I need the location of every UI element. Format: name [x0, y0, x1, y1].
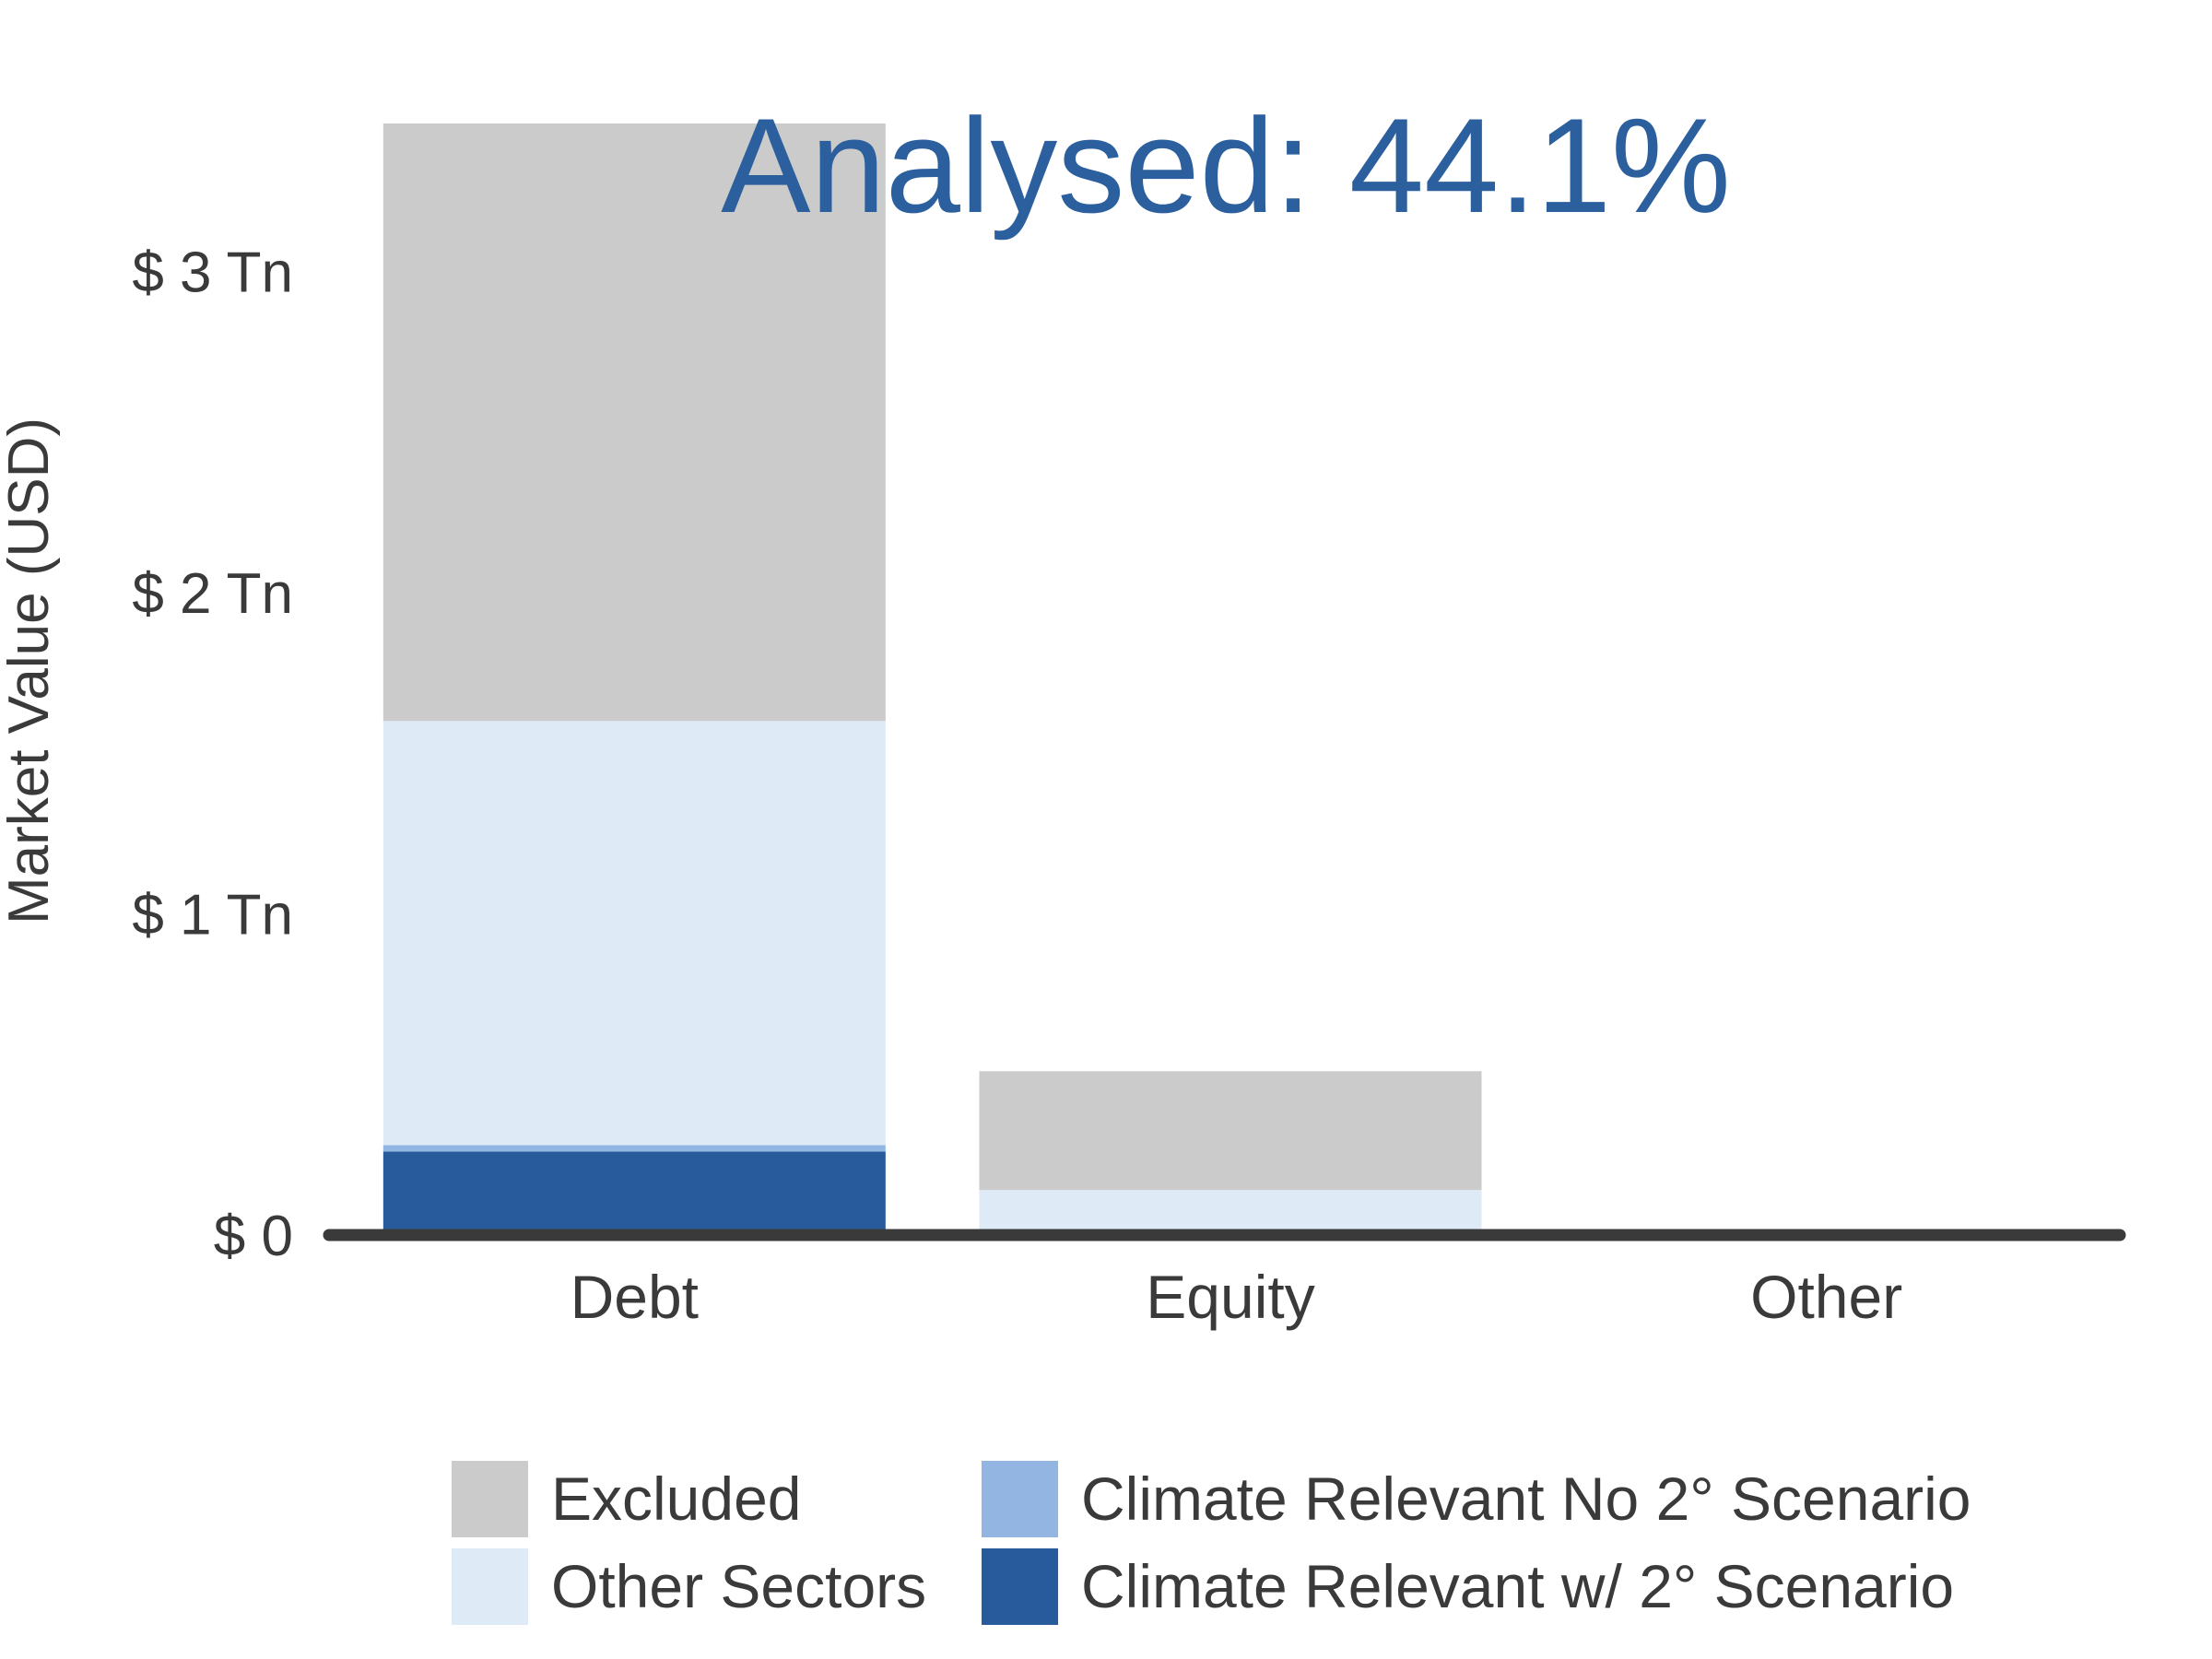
legend-label: Other Sectors: [551, 1552, 926, 1620]
bars-group: [382, 123, 1482, 1235]
y-tick-label: $ 2 Tn: [132, 562, 293, 626]
legend-swatch: [452, 1461, 528, 1537]
x-ticks-group: Debt Equity Other: [571, 1263, 1903, 1331]
legend-swatch: [452, 1548, 528, 1625]
legend-swatch: [982, 1461, 1058, 1537]
x-tick-label: Equity: [1146, 1263, 1314, 1331]
bar-debt-series-2: [382, 721, 886, 1146]
x-tick-label: Other: [1750, 1263, 1902, 1331]
legend-label: Climate Relevant No 2° Scenario: [1081, 1465, 1971, 1533]
legend-swatch: [982, 1548, 1058, 1625]
y-axis-label: Market Value (USD): [0, 418, 61, 924]
bar-equity-series-3: [979, 1071, 1482, 1191]
y-ticks-group: $ 0 $ 1 Tn $ 2 Tn $ 3 Tn: [132, 241, 293, 1268]
y-tick-label: $ 3 Tn: [132, 241, 293, 304]
bar-debt-series-0: [382, 1151, 886, 1235]
legend-label: Climate Relevant w/ 2° Scenario: [1081, 1552, 1954, 1620]
bar-debt-series-1: [382, 1145, 886, 1152]
analysed-annotation: Analysed: 44.1%: [721, 90, 1731, 241]
y-tick-label: $ 1 Tn: [132, 883, 293, 947]
legend-label: Excluded: [551, 1465, 802, 1533]
legend: Excluded Climate Relevant No 2° Scenario O…: [452, 1461, 1971, 1625]
y-tick-label: $ 0: [214, 1205, 293, 1268]
x-tick-label: Debt: [571, 1263, 699, 1331]
bar-debt-series-3: [382, 123, 886, 722]
bar-equity-series-2: [979, 1190, 1482, 1235]
